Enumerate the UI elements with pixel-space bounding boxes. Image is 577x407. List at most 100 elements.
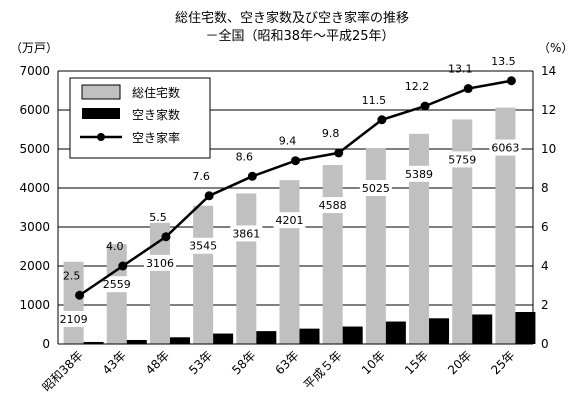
total-value-label-bg	[143, 254, 176, 271]
vacant-housing-bar	[126, 339, 147, 344]
total-value-label-bg	[316, 197, 349, 214]
left-tick-label: 3000	[19, 220, 50, 234]
category-label: 25年	[488, 348, 517, 377]
rate-point	[161, 232, 171, 242]
total-value-label: 4588	[319, 199, 347, 212]
total-value-label-bg	[273, 212, 306, 229]
rate-point	[247, 171, 257, 181]
rate-value-label: 9.8	[322, 127, 340, 140]
category-label: 昭和38年	[40, 348, 86, 394]
rate-value-label: 13.1	[448, 63, 473, 76]
legend: 総住宅数 空き家数 空き家率	[69, 77, 211, 159]
rate-value-label: 11.5	[362, 94, 387, 107]
total-housing-bar	[452, 119, 473, 344]
total-housing-bar	[149, 222, 170, 344]
rate-value-label: 13.5	[491, 55, 516, 68]
total-housing-bar	[106, 244, 127, 344]
right-tick-label: 4	[541, 259, 549, 273]
category-label: 58年	[229, 348, 258, 377]
total-value-label-bg	[230, 225, 263, 242]
left-tick-label: 2000	[19, 259, 50, 273]
total-value-label-bg	[57, 311, 90, 327]
total-value-label: 3545	[189, 240, 217, 253]
category-label: 43年	[100, 348, 129, 377]
total-value-label-bg	[100, 276, 133, 293]
total-housing-bar	[322, 165, 343, 344]
rate-point	[506, 76, 516, 86]
total-housing-bar	[495, 107, 516, 344]
rate-point	[420, 101, 430, 111]
legend-marker-rate	[97, 133, 105, 141]
total-value-label: 3106	[146, 257, 174, 270]
total-value-label-bg	[359, 180, 392, 197]
vacant-housing-bar	[169, 337, 190, 344]
total-housing-bar	[279, 180, 300, 344]
vacant-housing-bar	[515, 312, 536, 344]
rate-value-label: 12.2	[405, 80, 430, 93]
rate-point	[75, 290, 85, 300]
total-value-label: 5389	[405, 168, 433, 181]
total-value-label: 2109	[60, 313, 88, 326]
category-label: 20年	[445, 348, 474, 377]
right-tick-label: 6	[541, 220, 549, 234]
rate-value-label: 2.5	[63, 269, 81, 282]
category-label: 53年	[186, 348, 215, 377]
legend-label-total: 総住宅数	[132, 85, 180, 100]
total-value-label: 6063	[491, 142, 519, 155]
vacant-housing-bar	[342, 326, 363, 344]
total-value-label-bg	[403, 165, 436, 182]
right-tick-label: 12	[541, 103, 556, 117]
legend-label-vacant: 空き家数	[132, 107, 180, 122]
left-tick-label: 1000	[19, 298, 50, 312]
left-tick-label: 4000	[19, 181, 50, 195]
vacant-housing-bar	[83, 341, 104, 344]
rate-point	[291, 156, 300, 166]
total-value-label-bg	[187, 237, 220, 254]
total-value-label: 5759	[448, 153, 476, 166]
total-value-label: 4201	[276, 214, 304, 227]
right-tick-label: 2	[541, 298, 549, 312]
total-value-label: 3861	[232, 227, 260, 240]
left-tick-label: 6000	[19, 103, 50, 117]
legend-swatch-vacant	[82, 108, 120, 119]
total-value-label-bg	[446, 151, 479, 168]
rate-value-label: 7.6	[192, 170, 210, 183]
tick-labels: 0 1000 2000 3000 4000 5000 6000 7000 0 2 4 6 8 10 12 14	[19, 64, 556, 351]
category-label: 平成５年	[301, 348, 345, 392]
right-tick-label: 8	[541, 181, 549, 195]
total-value-label: 2559	[103, 278, 131, 291]
left-tick-label: 5000	[19, 142, 50, 156]
rate-point	[334, 148, 344, 158]
rate-point	[204, 191, 214, 201]
category-labels: 昭和38年 43年 48年 53年 58年 63年 平成５年 10年 15年 20年 25年	[40, 348, 518, 394]
right-tick-label: 10	[541, 142, 556, 156]
total-value-label-bg	[489, 139, 522, 156]
total-housing-bar	[409, 133, 430, 344]
rate-point	[377, 115, 387, 125]
rate-line: 2.5 4.0 5.5 7.6 8.6 9.4 9.8 11.5 12.2 13.1 13.5	[63, 55, 516, 300]
left-axis-unit: （万戸）	[10, 41, 58, 55]
vacant-housing-bar	[299, 328, 320, 344]
category-label: 63年	[272, 348, 301, 377]
vacant-housing-bar	[429, 318, 450, 344]
axes	[57, 71, 534, 345]
vacant-housing-bar	[256, 331, 277, 344]
vacant-housing-bar	[385, 321, 406, 344]
vacant-housing-bar	[213, 333, 234, 344]
bars: 2109 2559 3106 3545 3861 4201 4588 5025 5389 5759…	[57, 107, 536, 344]
legend-label-rate: 空き家率	[132, 130, 180, 145]
total-housing-bar	[193, 205, 214, 344]
left-tick-label: 7000	[19, 64, 50, 78]
vacant-housing-bar	[472, 314, 493, 344]
legend-swatch-total	[81, 84, 121, 100]
rate-value-label: 5.5	[149, 211, 167, 224]
category-label: 10年	[359, 348, 388, 377]
rate-value-label: 4.0	[106, 240, 124, 253]
rate-point	[118, 261, 128, 271]
rate-point	[463, 84, 473, 94]
chart-subtitle: －全国（昭和38年～平成25年）	[205, 28, 394, 44]
total-value-label: 5025	[362, 182, 390, 195]
total-housing-bar	[365, 148, 386, 344]
total-housing-bar	[236, 193, 257, 344]
